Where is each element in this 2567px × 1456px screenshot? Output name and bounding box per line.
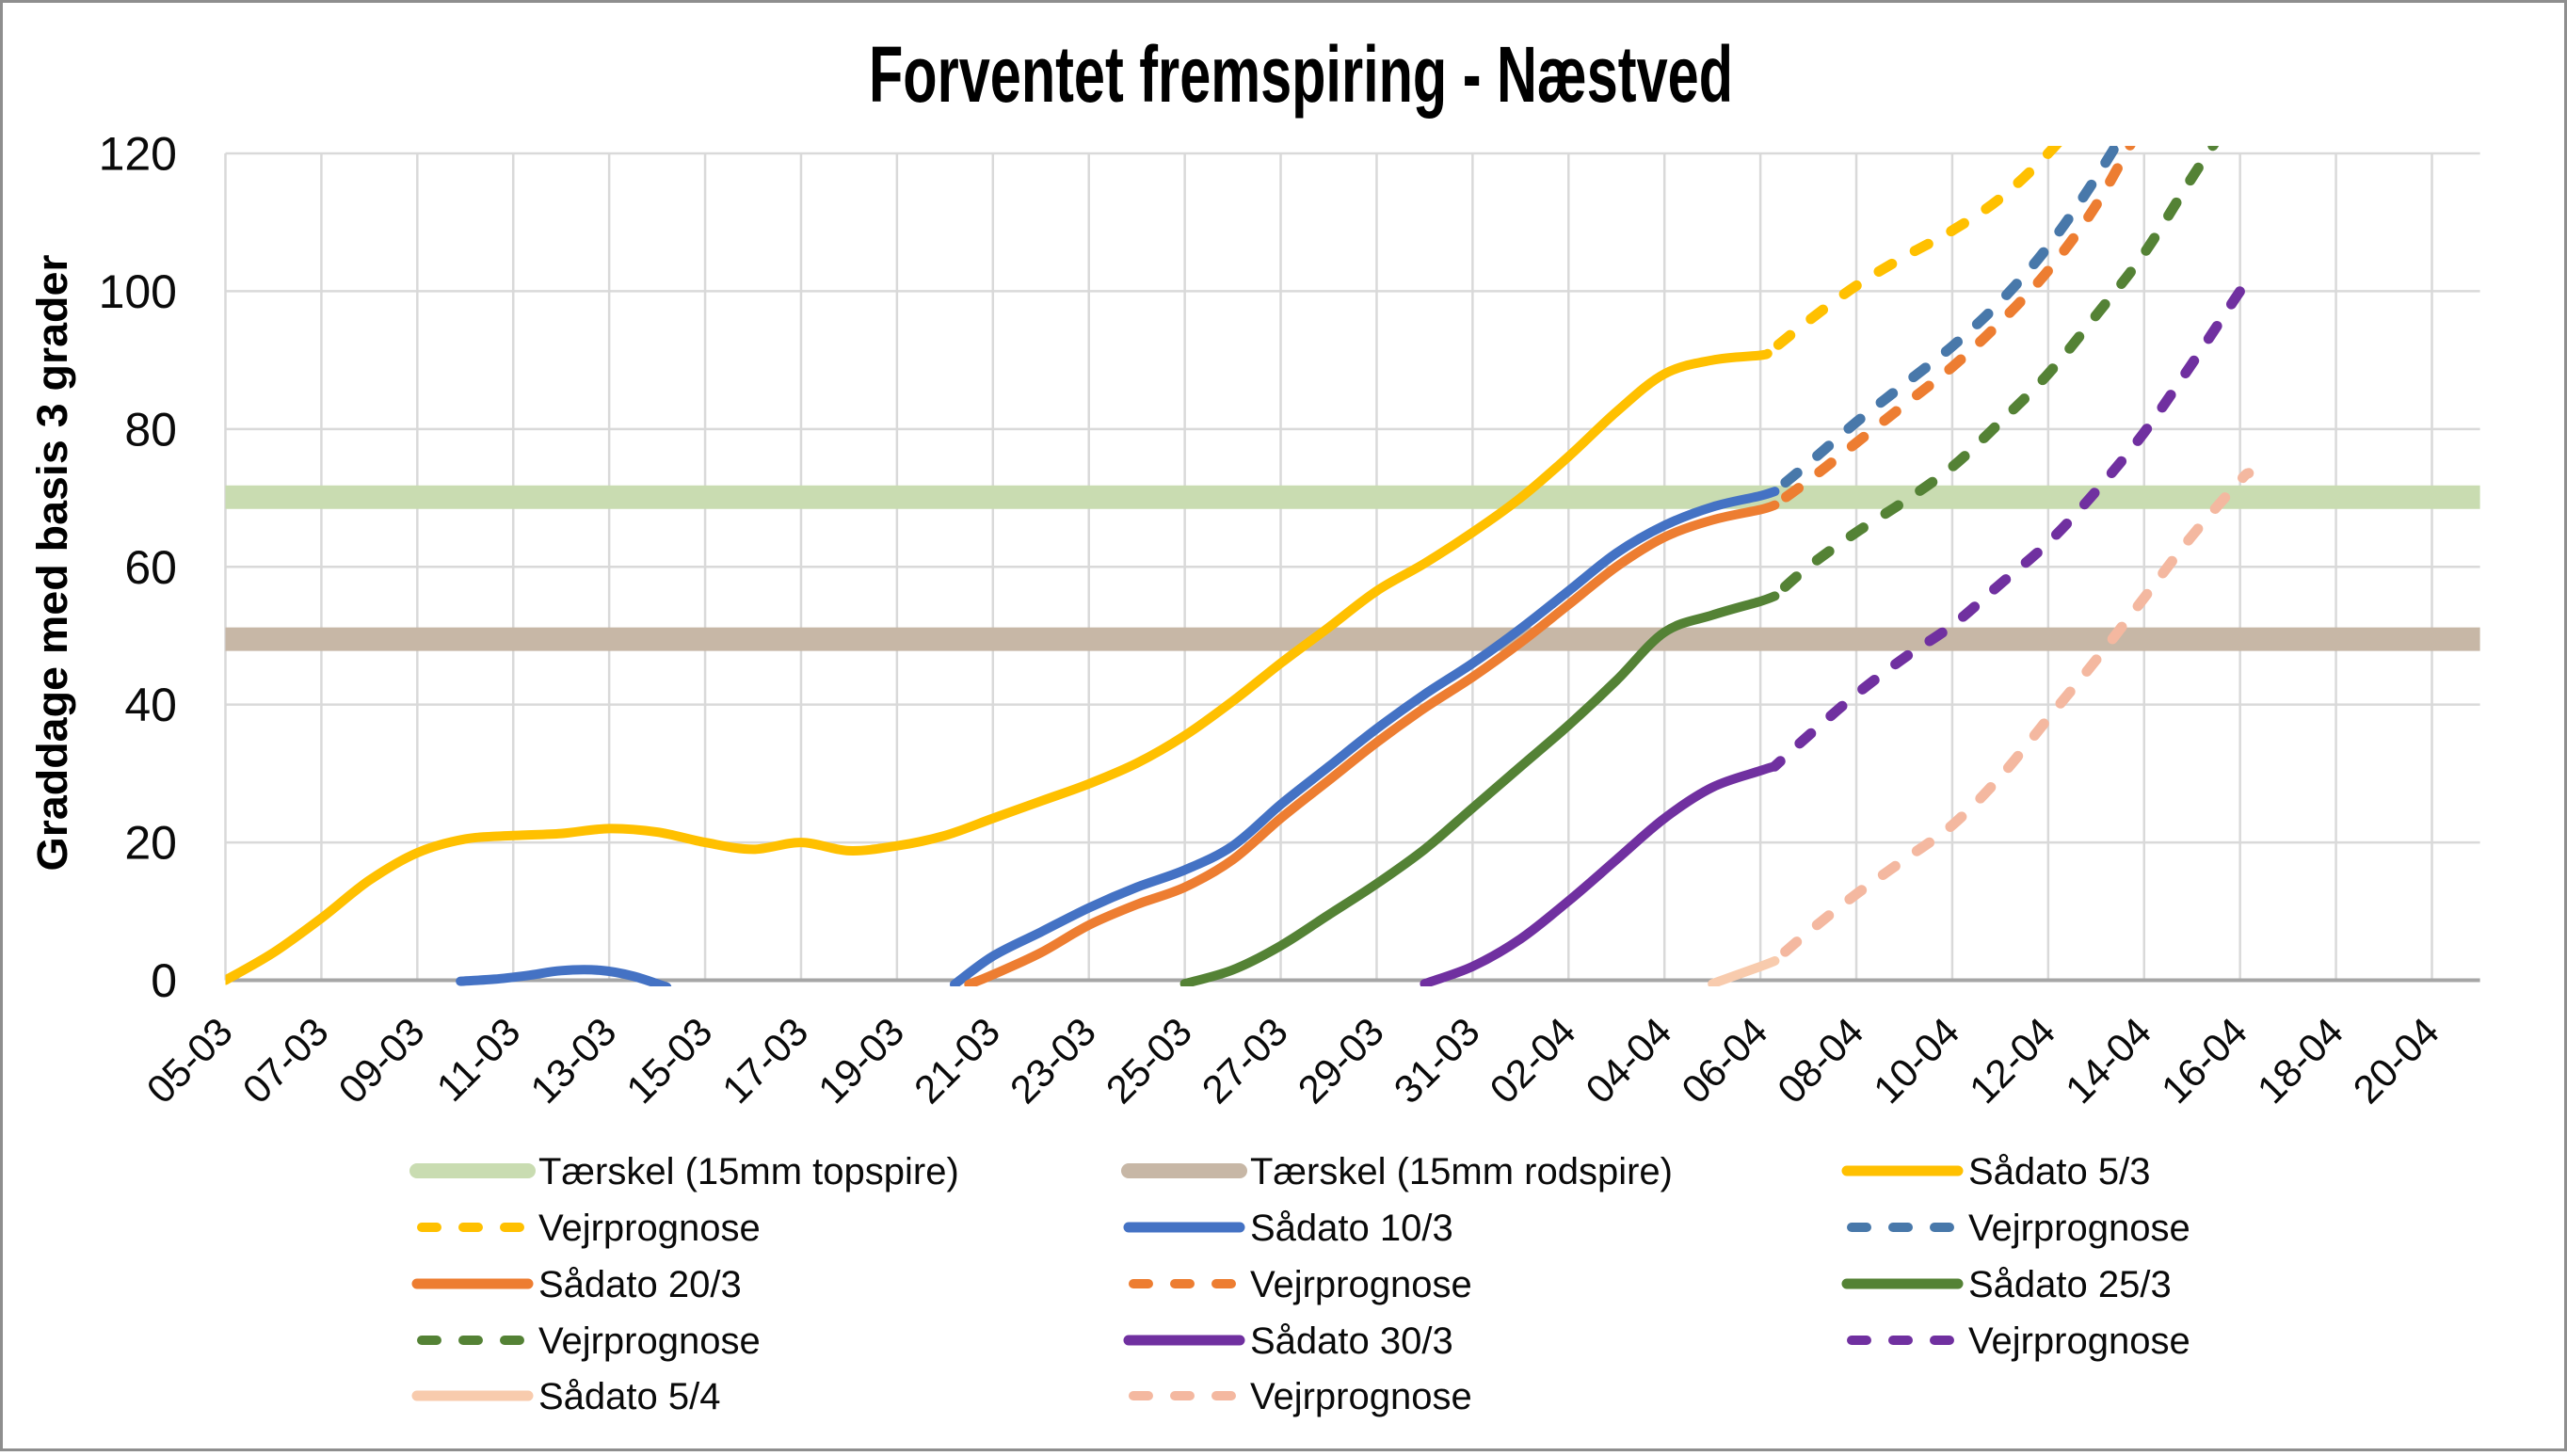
- svg-text:Sådato 25/3: Sådato 25/3: [1968, 1264, 2172, 1305]
- svg-text:0: 0: [151, 954, 177, 1007]
- svg-text:Sådato 30/3: Sådato 30/3: [1250, 1320, 1453, 1362]
- svg-text:Sådato 10/3: Sådato 10/3: [1250, 1208, 1453, 1249]
- svg-text:80: 80: [124, 403, 177, 456]
- svg-text:Vejrprognose: Vejrprognose: [1250, 1376, 1472, 1417]
- svg-text:120: 120: [99, 128, 177, 181]
- svg-text:Sådato 5/4: Sådato 5/4: [538, 1376, 721, 1417]
- svg-text:100: 100: [99, 265, 177, 318]
- svg-text:Vejrprognose: Vejrprognose: [1968, 1320, 2190, 1362]
- svg-text:Tærskel (15mm rodspire): Tærskel (15mm rodspire): [1250, 1151, 1673, 1192]
- svg-text:Forventet fremspiring - Næstve: Forventet fremspiring - Næstved: [869, 30, 1733, 119]
- svg-text:Vejrprognose: Vejrprognose: [538, 1320, 761, 1362]
- svg-text:40: 40: [124, 679, 177, 731]
- svg-text:Vejrprognose: Vejrprognose: [1968, 1208, 2190, 1249]
- svg-text:60: 60: [124, 541, 177, 594]
- svg-text:Vejrprognose: Vejrprognose: [1250, 1264, 1472, 1305]
- svg-text:Vejrprognose: Vejrprognose: [538, 1208, 761, 1249]
- svg-text:Sådato 5/3: Sådato 5/3: [1968, 1151, 2151, 1192]
- svg-text:20: 20: [124, 817, 177, 870]
- svg-text:Sådato 20/3: Sådato 20/3: [538, 1264, 742, 1305]
- svg-text:Tærskel (15mm topspire): Tærskel (15mm topspire): [538, 1151, 959, 1192]
- svg-text:Graddage med basis 3 grader: Graddage med basis 3 grader: [28, 255, 76, 872]
